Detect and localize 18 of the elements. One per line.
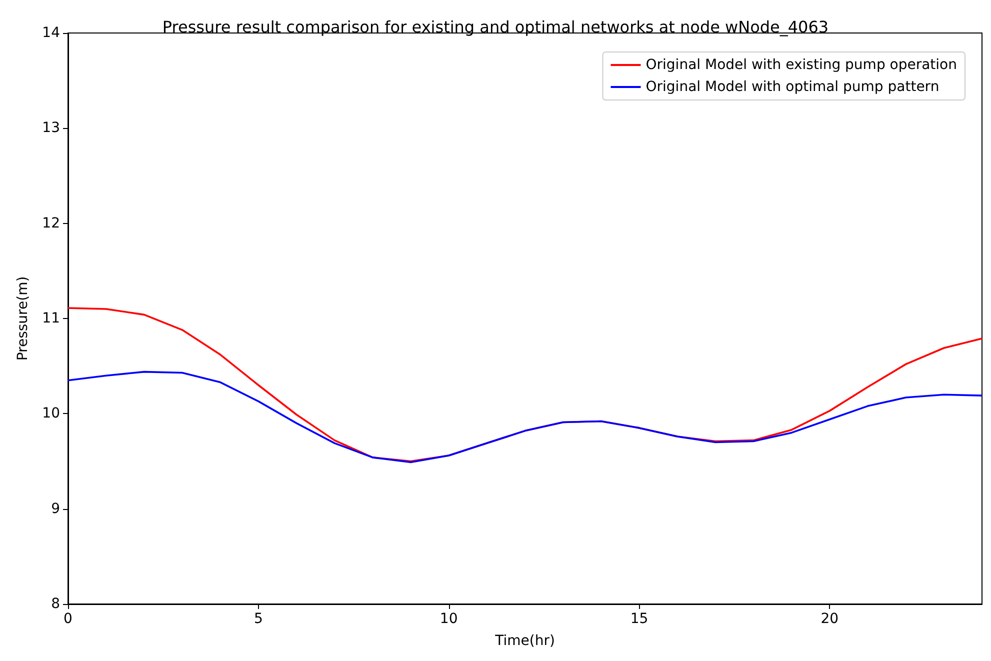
x-tick-label: 10	[440, 611, 458, 627]
y-tick-label: 14	[42, 25, 60, 41]
x-axis-title: Time(hr)	[494, 633, 555, 649]
y-tick-label: 13	[42, 120, 60, 136]
legend-label: Original Model with existing pump operation	[646, 57, 958, 73]
y-tick-label: 9	[51, 500, 60, 517]
y-tick-label: 10	[42, 406, 60, 422]
y-tick-label: 12	[42, 215, 60, 232]
chart-title: Pressure result comparison for existing and optimal networks at node wNode_4063	[162, 18, 829, 36]
x-tick-label: 20	[820, 611, 839, 627]
y-tick-label: 8	[51, 596, 60, 612]
line-series	[67, 370, 983, 464]
y-tick-label: 11	[42, 310, 60, 326]
x-tick-label: 0	[64, 611, 72, 627]
x-tick-label: 15	[630, 611, 648, 627]
x-tick-label: 5	[254, 611, 263, 627]
y-axis-title: Pressure(m)	[15, 276, 31, 361]
legend-label: Original Model with optimal pump pattern	[646, 79, 940, 95]
